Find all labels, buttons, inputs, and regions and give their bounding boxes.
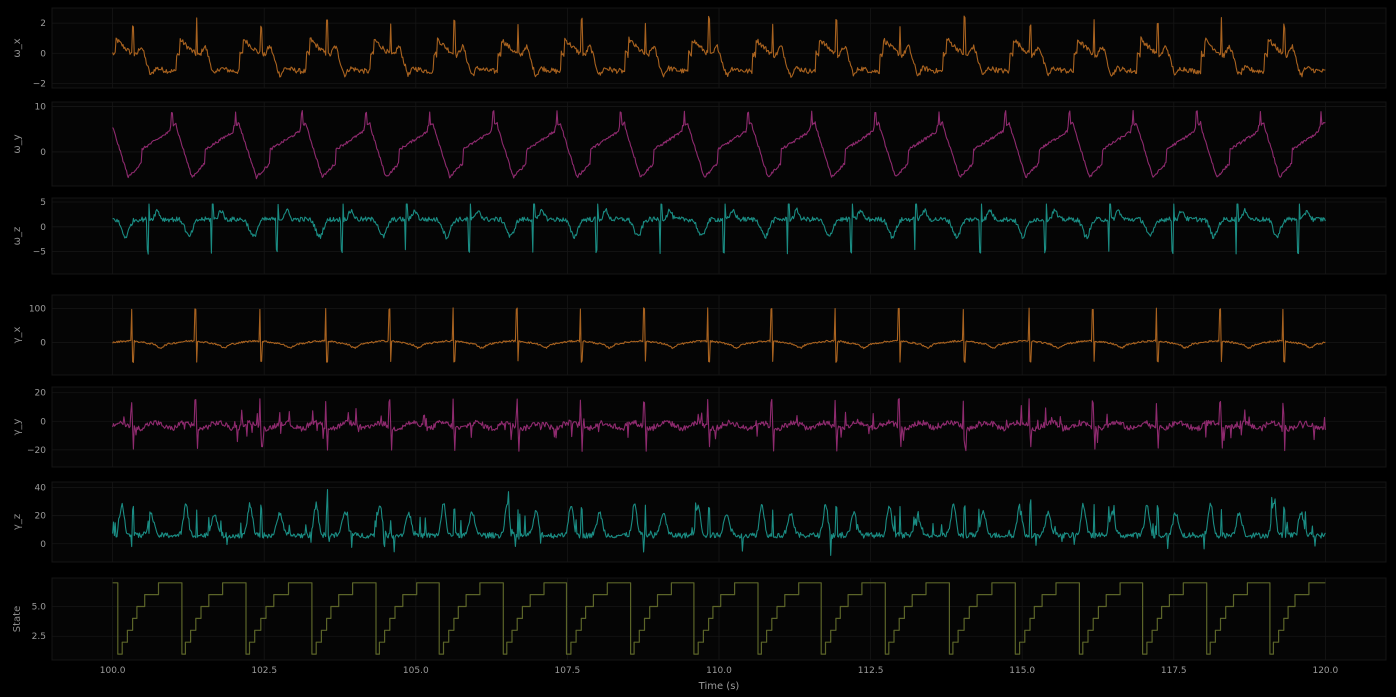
y-tick-label: 10 bbox=[35, 103, 47, 113]
y-tick-label: 40 bbox=[35, 484, 47, 494]
y-axis-label: ω_z bbox=[12, 227, 23, 246]
series-line bbox=[112, 110, 1326, 180]
panel-7: 2.5 5.0 State bbox=[12, 577, 1387, 661]
y-tick-label: 0 bbox=[40, 223, 46, 233]
y-tick-label: −2 bbox=[33, 79, 46, 89]
x-tick-label: 110.0 bbox=[706, 666, 732, 676]
x-tick-label: 120.0 bbox=[1312, 666, 1338, 676]
series-line bbox=[112, 582, 1326, 655]
series-line bbox=[112, 398, 1326, 452]
y-axis-label: ω_y bbox=[12, 134, 23, 153]
y-tick-label: 0 bbox=[40, 540, 46, 550]
y-tick-label: −20 bbox=[27, 446, 46, 456]
panel-1: −2 0 2 ω_x bbox=[12, 7, 1387, 89]
y-axis-label: State bbox=[12, 606, 23, 632]
y-tick-label: 5 bbox=[40, 198, 46, 208]
x-tick-label: 102.5 bbox=[251, 666, 277, 676]
x-tick-label: 112.5 bbox=[858, 666, 884, 676]
series-line bbox=[112, 307, 1326, 363]
series-line bbox=[112, 489, 1326, 556]
y-tick-label: 20 bbox=[35, 512, 47, 522]
x-tick-label: 117.5 bbox=[1161, 666, 1187, 676]
x-tick-label: 105.0 bbox=[403, 666, 429, 676]
y-tick-label: 0 bbox=[40, 417, 46, 427]
y-tick-label: 0 bbox=[40, 339, 46, 349]
y-tick-label: 0 bbox=[40, 49, 46, 59]
x-tick-label: 100.0 bbox=[100, 666, 126, 676]
y-tick-label: 20 bbox=[35, 389, 47, 399]
y-tick-label: 100 bbox=[29, 305, 46, 315]
y-tick-label: 0 bbox=[40, 148, 46, 158]
panel-5: −20 0 20 γ_y bbox=[12, 386, 1387, 468]
y-tick-label: 2.5 bbox=[32, 632, 46, 642]
panel-6: 0 20 40 γ_z bbox=[12, 481, 1387, 563]
series-line bbox=[112, 203, 1326, 255]
y-axis-label: γ_y bbox=[12, 419, 23, 436]
panel-4: 0 100 γ_x bbox=[12, 294, 1387, 376]
panel-3: −5 0 5 ω_z bbox=[12, 197, 1387, 275]
y-axis-label: γ_x bbox=[12, 327, 23, 344]
y-axis-label: ω_x bbox=[12, 38, 23, 57]
y-tick-label: −5 bbox=[33, 248, 46, 258]
panel-2: 0 10 ω_y bbox=[12, 101, 1387, 187]
x-tick-label: 115.0 bbox=[1009, 666, 1035, 676]
y-tick-label: 5.0 bbox=[32, 603, 47, 613]
y-axis-label: γ_z bbox=[12, 514, 23, 530]
series-line bbox=[112, 15, 1326, 78]
x-axis-label: Time (s) bbox=[698, 681, 740, 692]
x-tick-label: 107.5 bbox=[555, 666, 581, 676]
y-tick-label: 2 bbox=[40, 19, 46, 29]
